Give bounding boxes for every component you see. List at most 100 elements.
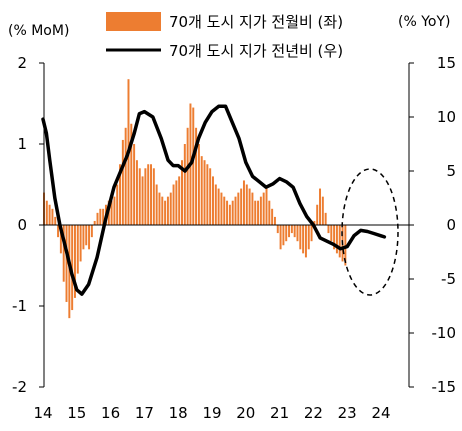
bar [113,196,116,225]
bar [51,208,54,225]
bar [293,225,296,238]
x-tick-label: 24 [371,404,390,422]
x-axis-ticks: 14 15 16 17 18 19 20 21 22 23 24 [33,404,390,422]
bar [304,225,307,258]
bar [259,196,262,225]
right-tick-label: 5 [446,162,456,180]
bar [313,220,316,225]
x-tick-label: 17 [135,404,154,422]
legend-bar-swatch [106,12,161,31]
left-tick-label: 1 [17,135,27,153]
bar [299,225,302,250]
bar [234,196,237,225]
bar [197,144,200,225]
right-tick-label: -15 [432,378,457,396]
bar [54,216,57,225]
bar [257,200,260,225]
bar [119,164,122,225]
bar [88,225,91,250]
bar [116,184,119,225]
bar [71,225,74,311]
bar [62,225,65,282]
bar [237,192,240,225]
bar [316,204,319,225]
bar [335,225,338,254]
bar [48,204,51,225]
legend: 70개 도시 지가 전월비 (좌) 70개 도시 지가 전년비 (우) [106,12,343,60]
x-tick-label: 21 [270,404,289,422]
bar [307,225,310,250]
bar [228,204,231,225]
bar [164,200,167,225]
bar [130,123,133,225]
bar [161,196,164,225]
bar [206,164,209,225]
bar [138,168,141,225]
bar [172,184,175,225]
bar [124,127,127,225]
bar [68,225,71,319]
bar [251,192,254,225]
line-series [41,104,387,296]
bar [265,188,268,225]
bar [79,225,82,262]
left-tick-label: 0 [17,216,27,234]
right-tick-label: 10 [437,108,456,126]
bar [45,200,48,225]
bar [200,156,203,225]
bar [231,200,234,225]
bar [285,225,288,242]
bar [262,192,265,225]
bar [273,216,276,225]
x-tick-label: 18 [169,404,188,422]
bar [178,176,181,225]
bar [276,225,279,234]
bar [96,212,99,225]
bar [147,164,150,225]
left-axis-unit: (% MoM) [8,23,69,39]
bar [324,212,327,225]
bar [102,208,105,225]
bar [242,180,245,225]
x-tick-label: 19 [202,404,221,422]
bar [279,225,282,250]
bar [327,225,330,234]
left-tick-label: -1 [12,297,27,315]
bar [344,225,347,266]
x-tick-label: 14 [33,404,52,422]
x-tick-label: 15 [67,404,86,422]
bar [166,196,169,225]
bar [338,225,341,258]
right-tick-label: -10 [432,324,457,342]
bar [288,225,291,238]
bar [73,225,76,298]
bar [110,200,113,225]
annotation-dashed-ellipse [341,168,399,296]
right-tick-label: -5 [441,270,456,288]
bar [195,127,198,225]
bar [282,225,285,246]
bar [268,200,271,225]
bar [183,144,186,225]
bar [248,188,251,225]
left-axis-ticks: 2 1 0 -1 -2 [12,54,44,396]
bar [59,225,62,254]
bar [76,225,79,274]
bar [321,196,324,225]
bar [121,139,124,225]
bar [141,176,144,225]
bar [85,225,88,246]
bar [57,225,60,238]
x-tick-label: 22 [304,404,323,422]
bar [302,225,305,254]
bar [214,184,217,225]
bar [271,208,274,225]
right-tick-label: 0 [446,216,456,234]
bar [220,192,223,225]
legend-line-label: 70개 도시 지가 전년비 (우) [169,42,343,60]
bar [186,127,189,225]
bar [155,184,158,225]
bar [144,168,147,225]
x-tick-label: 20 [236,404,255,422]
